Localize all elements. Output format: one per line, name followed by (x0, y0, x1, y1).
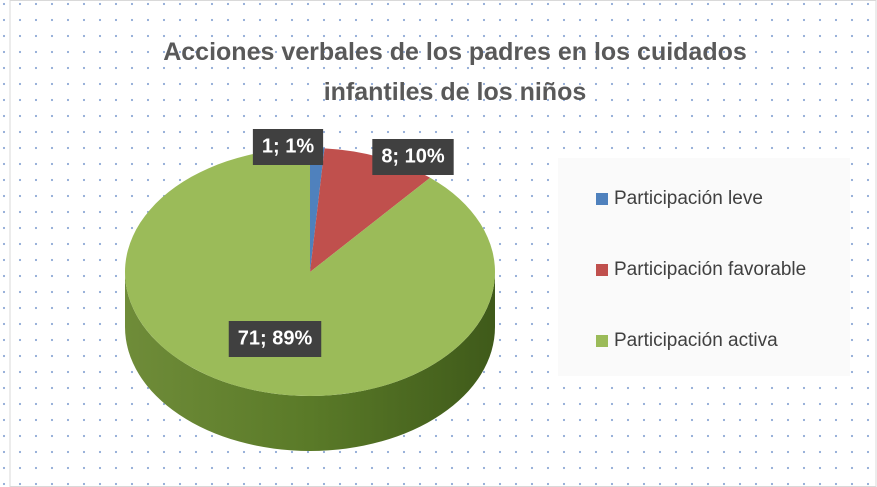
data-label: 71; 89% (238, 327, 313, 349)
data-label-box (228, 321, 322, 357)
legend-swatch (596, 335, 608, 347)
pie-slice (310, 148, 325, 272)
pie-slice (125, 148, 496, 396)
chart-title: Acciones verbales de los padres en los c… (163, 38, 747, 106)
data-label: 1; 1% (262, 135, 314, 157)
slice-side (125, 272, 495, 451)
pie-slice (310, 148, 431, 272)
data-label: 8; 10% (381, 145, 445, 167)
legend-swatch (596, 193, 608, 205)
data-label-box (372, 139, 454, 175)
data-label-box (252, 129, 324, 165)
legend-label: Participación leve (614, 188, 763, 209)
legend-label: Participación activa (614, 330, 778, 351)
legend-label: Participación favorable (614, 259, 806, 280)
legend-swatch (596, 264, 608, 276)
